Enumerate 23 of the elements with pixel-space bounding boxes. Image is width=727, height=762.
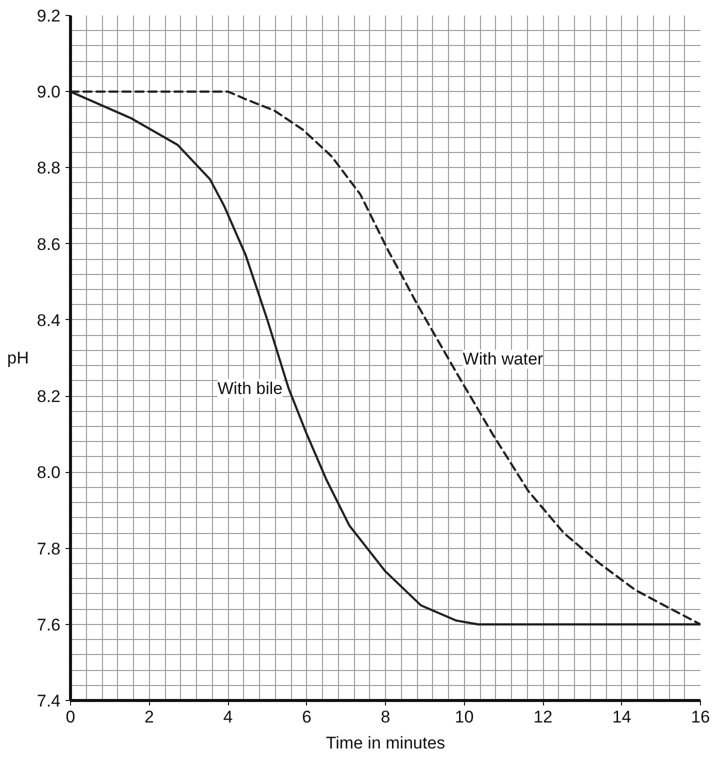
y-tick-label: 8.8: [36, 158, 61, 178]
y-tick-label: 8.0: [36, 463, 61, 482]
y-tick-label: 9.2: [36, 6, 61, 26]
y-tick-label: 8.4: [36, 310, 61, 330]
x-tick-label: 16: [691, 708, 710, 726]
y-tick-label: 8.2: [36, 387, 61, 406]
x-tick-label: 14: [612, 708, 632, 726]
series-label: With bile: [217, 378, 283, 398]
y-tick-label: 9.0: [36, 82, 61, 102]
y-tick-label: 7.4: [36, 692, 61, 710]
x-tick-label: 8: [380, 708, 390, 726]
y-tick-label: 7.6: [36, 615, 61, 634]
y-axis-title: pH: [7, 348, 29, 368]
x-tick-label: 4: [223, 708, 233, 726]
x-tick-label: 10: [454, 708, 474, 726]
x-tick-label: 2: [144, 708, 154, 726]
y-tick-label: 8.6: [36, 234, 61, 254]
x-axis-title: Time in minutes: [326, 734, 446, 752]
x-tick-label: 6: [302, 708, 312, 726]
x-tick-label: 0: [66, 708, 76, 726]
series-label: With water: [462, 350, 544, 369]
y-tick-label: 7.8: [36, 539, 61, 558]
x-tick-label: 12: [534, 708, 552, 726]
